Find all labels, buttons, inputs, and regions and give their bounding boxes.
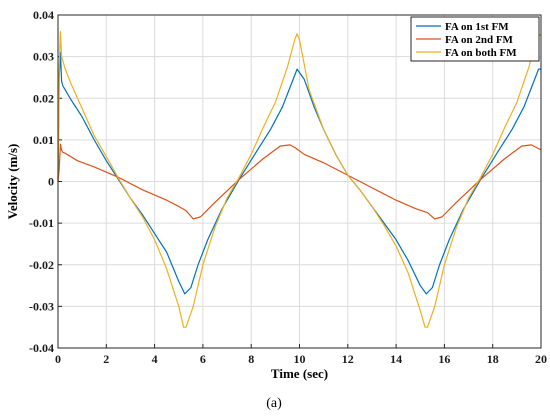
x-tick-label: 18 [487,352,499,366]
x-tick-label: 16 [438,352,450,366]
y-tick-label: 0.04 [33,8,54,22]
x-tick-label: 12 [342,352,354,366]
series-line-1 [57,51,541,295]
x-tick-label: 20 [535,352,547,366]
legend-label: FA on 2nd FM [445,34,514,46]
y-tick-label: -0.01 [29,216,54,230]
x-tick-label: 6 [200,352,206,366]
x-tick-label: 8 [248,352,254,366]
series-line-3 [57,31,542,328]
x-tick-label: 10 [294,352,306,366]
y-tick-label: -0.04 [29,341,54,355]
x-axis-label: Time (sec) [271,366,328,381]
y-tick-label: -0.03 [29,299,54,313]
plot-frame [57,14,542,349]
y-tick-label: 0.01 [33,133,54,147]
figure-caption: (a) [266,396,282,411]
y-tick-label: 0.02 [33,91,54,105]
legend-label: FA on 1st FM [445,21,509,33]
series-line-2 [57,143,542,220]
x-tick-label: 14 [390,352,402,366]
x-tick-label: 2 [103,352,109,366]
y-tick-label: 0.03 [33,50,54,64]
x-tick-label: 4 [152,352,158,366]
y-axis-label: Velocity (m/s) [5,144,20,220]
y-tick-label: 0 [48,175,54,189]
legend-label: FA on both FM [445,47,517,59]
series-lines [57,31,542,328]
y-tick-label: -0.02 [29,258,54,272]
x-tick-label: 0 [55,352,61,366]
ticks: 0 2 4 6 8 10 12 14 16 18 20 0.04 0.03 0.02 0.01 0 -0.01 -… [29,8,547,366]
